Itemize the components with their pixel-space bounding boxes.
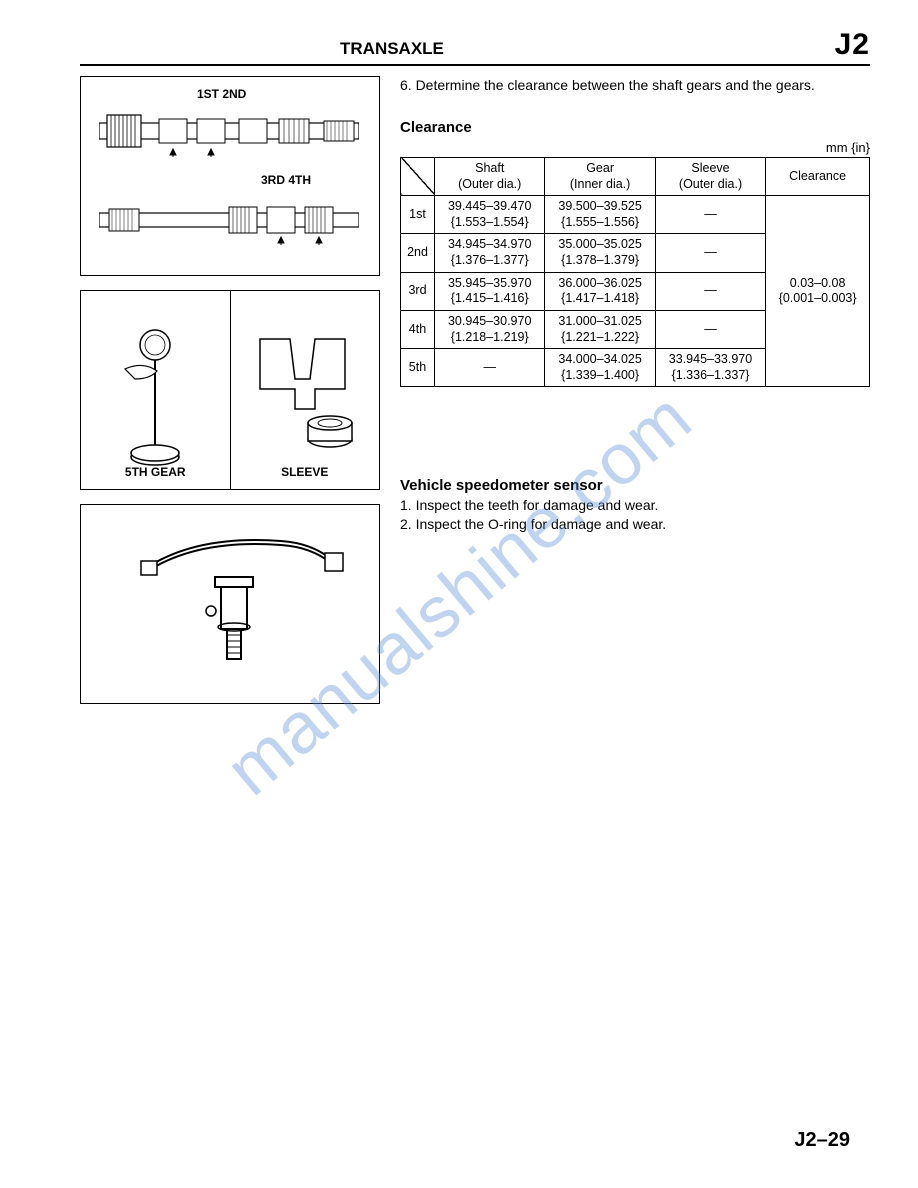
cell-sleeve: 33.945–33.970 {1.336–1.337} bbox=[655, 349, 765, 387]
header-code: J2 bbox=[835, 28, 870, 62]
cell-clearance-merged: 0.03–0.08 {0.001–0.003} bbox=[766, 196, 870, 387]
page-number: J2–29 bbox=[794, 1129, 850, 1152]
dial-gauge-icon bbox=[95, 319, 215, 479]
table-corner-cell bbox=[401, 157, 435, 195]
cell-shaft: 39.445–39.470 {1.553–1.554} bbox=[435, 196, 545, 234]
figure-speedometer-sensor bbox=[80, 504, 380, 704]
fig2-right-caption: SLEEVE bbox=[281, 465, 328, 479]
text-column: 6. Determine the clearance between the s… bbox=[400, 76, 870, 718]
caliper-sleeve-icon bbox=[240, 319, 370, 479]
cell-gear: 31.000–31.025 {1.221–1.222} bbox=[545, 310, 655, 348]
row-label: 4th bbox=[401, 310, 435, 348]
shaft-1-icon bbox=[99, 105, 359, 157]
cell-sleeve: — bbox=[655, 234, 765, 272]
row-label: 3rd bbox=[401, 272, 435, 310]
cell-shaft: 30.945–30.970 {1.218–1.219} bbox=[435, 310, 545, 348]
row-label: 2nd bbox=[401, 234, 435, 272]
row-label: 1st bbox=[401, 196, 435, 234]
cell-gear: 34.000–34.025 {1.339–1.400} bbox=[545, 349, 655, 387]
page-header: TRANSAXLE J2 bbox=[80, 28, 870, 66]
speed-sensor-icon bbox=[81, 505, 381, 705]
shaft-2-icon bbox=[99, 195, 359, 247]
cell-shaft: 35.945–35.970 {1.415–1.416} bbox=[435, 272, 545, 310]
cell-gear: 36.000–36.025 {1.417–1.418} bbox=[545, 272, 655, 310]
fig1-label-bottom: 3RD 4TH bbox=[261, 173, 311, 187]
cell-shaft: 34.945–34.970 {1.376–1.377} bbox=[435, 234, 545, 272]
col-clearance: Clearance bbox=[766, 157, 870, 195]
col-shaft: Shaft (Outer dia.) bbox=[435, 157, 545, 195]
fig1-label-top: 1ST 2ND bbox=[197, 87, 246, 101]
cell-sleeve: — bbox=[655, 196, 765, 234]
cell-sleeve: — bbox=[655, 310, 765, 348]
row-label: 5th bbox=[401, 349, 435, 387]
clearance-unit: mm {in} bbox=[400, 140, 870, 155]
clearance-heading: Clearance bbox=[400, 119, 870, 136]
figure-gauge-sleeve: 5TH GEAR SLEEVE bbox=[80, 290, 380, 490]
figures-column: 1ST 2ND bbox=[80, 76, 380, 718]
vss-line-2: 2. Inspect the O-ring for damage and wea… bbox=[400, 515, 870, 534]
col-gear: Gear (Inner dia.) bbox=[545, 157, 655, 195]
cell-sleeve: — bbox=[655, 272, 765, 310]
col-sleeve: Sleeve (Outer dia.) bbox=[655, 157, 765, 195]
vss-heading: Vehicle speedometer sensor bbox=[400, 477, 870, 494]
vss-section: Vehicle speedometer sensor 1. Inspect th… bbox=[400, 477, 870, 534]
cell-shaft: — bbox=[435, 349, 545, 387]
table-header-row: Shaft (Outer dia.) Gear (Inner dia.) Sle… bbox=[401, 157, 870, 195]
cell-gear: 39.500–39.525 {1.555–1.556} bbox=[545, 196, 655, 234]
header-title: TRANSAXLE bbox=[340, 39, 444, 59]
vss-line-1: 1. Inspect the teeth for damage and wear… bbox=[400, 496, 870, 515]
fig2-left-caption: 5TH GEAR bbox=[125, 465, 186, 479]
cell-gear: 35.000–35.025 {1.378–1.379} bbox=[545, 234, 655, 272]
table-row: 1st 39.445–39.470 {1.553–1.554} 39.500–3… bbox=[401, 196, 870, 234]
step-6-text: 6. Determine the clearance between the s… bbox=[400, 76, 870, 95]
figure-shaft-gears: 1ST 2ND bbox=[80, 76, 380, 276]
clearance-table: Shaft (Outer dia.) Gear (Inner dia.) Sle… bbox=[400, 157, 870, 388]
